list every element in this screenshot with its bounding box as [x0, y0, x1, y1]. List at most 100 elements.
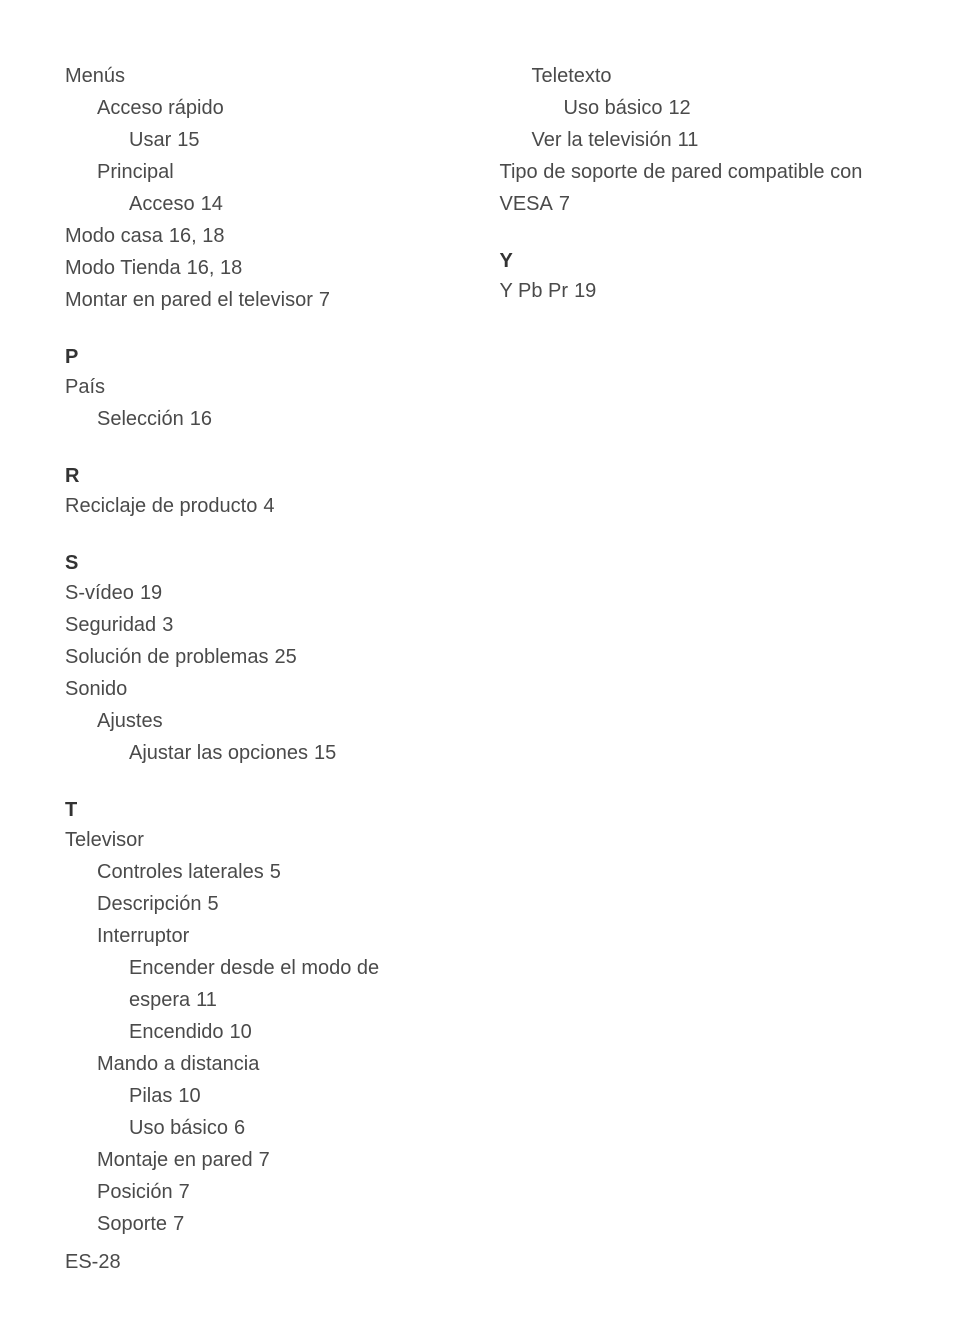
index-entry: Ver la televisión 11: [532, 124, 895, 156]
entry-page: 19: [140, 582, 162, 604]
entry-page: 10: [178, 1085, 200, 1107]
entry-text: Usar: [129, 129, 171, 151]
index-entry: Reciclaje de producto 4: [65, 490, 460, 522]
index-entry: Controles laterales 5: [97, 856, 460, 888]
entry-text: Soporte: [97, 1213, 167, 1235]
entry-page: 14: [201, 193, 223, 215]
index-entry: Modo casa16, 18: [65, 220, 460, 252]
left-column: Menús Acceso rápido Usar 15 Principal Acc…: [65, 60, 460, 1240]
entry-text: Pilas: [129, 1085, 172, 1107]
index-entry: Montar en pared el televisor 7: [65, 284, 460, 316]
entry-text: País: [65, 376, 105, 398]
entry-text: Ver la televisión: [532, 129, 672, 151]
entry-page: 7: [559, 193, 570, 215]
entry-text: Acceso: [129, 193, 195, 215]
index-entry: S-vídeo 19: [65, 577, 460, 609]
index-entry: Tipo de soporte de pared compatible con …: [500, 156, 895, 220]
entry-text: Menús: [65, 65, 125, 87]
index-entry: Solución de problemas25: [65, 641, 460, 673]
index-entry: Y Pb Pr19: [500, 275, 895, 307]
entry-text: Teletexto: [532, 65, 612, 87]
section-t-cont: Teletexto Uso básico12 Ver la televisión…: [500, 60, 895, 220]
index-entry: Ajustes: [97, 705, 460, 737]
index-entry: Principal: [97, 156, 460, 188]
index-entry: Teletexto: [532, 60, 895, 92]
index-entry: Encendido 10: [129, 1016, 460, 1048]
section-head-p: P: [65, 346, 460, 369]
index-entry: Uso básico 6: [129, 1112, 460, 1144]
entry-page: 5: [207, 893, 218, 915]
index-entry: País: [65, 371, 460, 403]
section-head-y: Y: [500, 250, 895, 273]
entry-text: Modo Tienda: [65, 257, 181, 279]
index-entry: Interruptor: [97, 920, 460, 952]
section-s: S-vídeo 19 Seguridad 3 Solución de problem…: [65, 577, 460, 769]
entry-page: 16: [190, 408, 212, 430]
index-page: Menús Acceso rápido Usar 15 Principal Acc…: [0, 0, 954, 1240]
entry-page: 19: [574, 280, 596, 302]
section-p: País Selección 16: [65, 371, 460, 435]
entry-page: 3: [162, 614, 173, 636]
index-entry: Menús: [65, 60, 460, 92]
entry-text: Tipo de soporte de pared compatible con …: [500, 161, 863, 215]
section-head-t: T: [65, 799, 460, 822]
index-entry: Usar 15: [129, 124, 460, 156]
index-entry: Encender desde el modo de espera11: [129, 952, 460, 1016]
section-r: Reciclaje de producto 4: [65, 490, 460, 522]
index-entry: Pilas 10: [129, 1080, 460, 1112]
section-head-r: R: [65, 465, 460, 488]
page-footer: ES-28: [65, 1251, 121, 1274]
entry-page: 7: [319, 289, 330, 311]
entry-page: 15: [314, 742, 336, 764]
section-head-s: S: [65, 552, 460, 575]
entry-text: Sonido: [65, 678, 127, 700]
entry-text: Selección: [97, 408, 184, 430]
entry-text: Principal: [97, 161, 174, 183]
section-y: Y Pb Pr19: [500, 275, 895, 307]
index-entry: Televisor: [65, 824, 460, 856]
entry-text: Encendido: [129, 1021, 224, 1043]
entry-text: Encender desde el modo de espera: [129, 957, 379, 1011]
entry-text: S-vídeo: [65, 582, 134, 604]
entry-text: Y Pb Pr: [500, 280, 569, 302]
entry-text: Ajustar las opciones: [129, 742, 308, 764]
section-t: Televisor Controles laterales 5 Descripci…: [65, 824, 460, 1240]
entry-text: Ajustes: [97, 710, 163, 732]
entry-page: 6: [234, 1117, 245, 1139]
entry-text: Descripción: [97, 893, 201, 915]
entry-text: Seguridad: [65, 614, 156, 636]
entry-page: 10: [230, 1021, 252, 1043]
entry-page: 12: [668, 97, 690, 119]
entry-text: Reciclaje de producto: [65, 495, 257, 517]
index-entry: Seguridad 3: [65, 609, 460, 641]
index-entry: Mando a distancia: [97, 1048, 460, 1080]
entry-page: 11: [678, 129, 699, 151]
index-entry: Soporte 7: [97, 1208, 460, 1240]
entry-page: 7: [259, 1149, 270, 1171]
index-entry: Selección 16: [97, 403, 460, 435]
entry-text: Montar en pared el televisor: [65, 289, 313, 311]
index-entry: Modo Tienda 16, 18: [65, 252, 460, 284]
index-entry: Uso básico12: [564, 92, 895, 124]
entry-text: Uso básico: [564, 97, 663, 119]
entry-page: 7: [173, 1213, 184, 1235]
entry-text: Controles laterales: [97, 861, 264, 883]
entry-page: 5: [270, 861, 281, 883]
entry-page: 16, 18: [187, 257, 243, 279]
entry-text: Montaje en pared: [97, 1149, 253, 1171]
index-entry: Acceso rápido: [97, 92, 460, 124]
index-entry: Montaje en pared 7: [97, 1144, 460, 1176]
entry-text: Posición: [97, 1181, 173, 1203]
index-entry: Descripción 5: [97, 888, 460, 920]
entry-page: 15: [177, 129, 199, 151]
entry-page: 4: [263, 495, 274, 517]
entry-page: 7: [179, 1181, 190, 1203]
index-entry: Acceso 14: [129, 188, 460, 220]
entry-page: 11: [196, 989, 217, 1011]
index-entry: Posición 7: [97, 1176, 460, 1208]
entry-text: Mando a distancia: [97, 1053, 259, 1075]
entry-text: Solución de problemas: [65, 646, 268, 668]
entry-text: Uso básico: [129, 1117, 228, 1139]
entry-text: Modo casa: [65, 225, 163, 247]
index-entry: Ajustar las opciones 15: [129, 737, 460, 769]
